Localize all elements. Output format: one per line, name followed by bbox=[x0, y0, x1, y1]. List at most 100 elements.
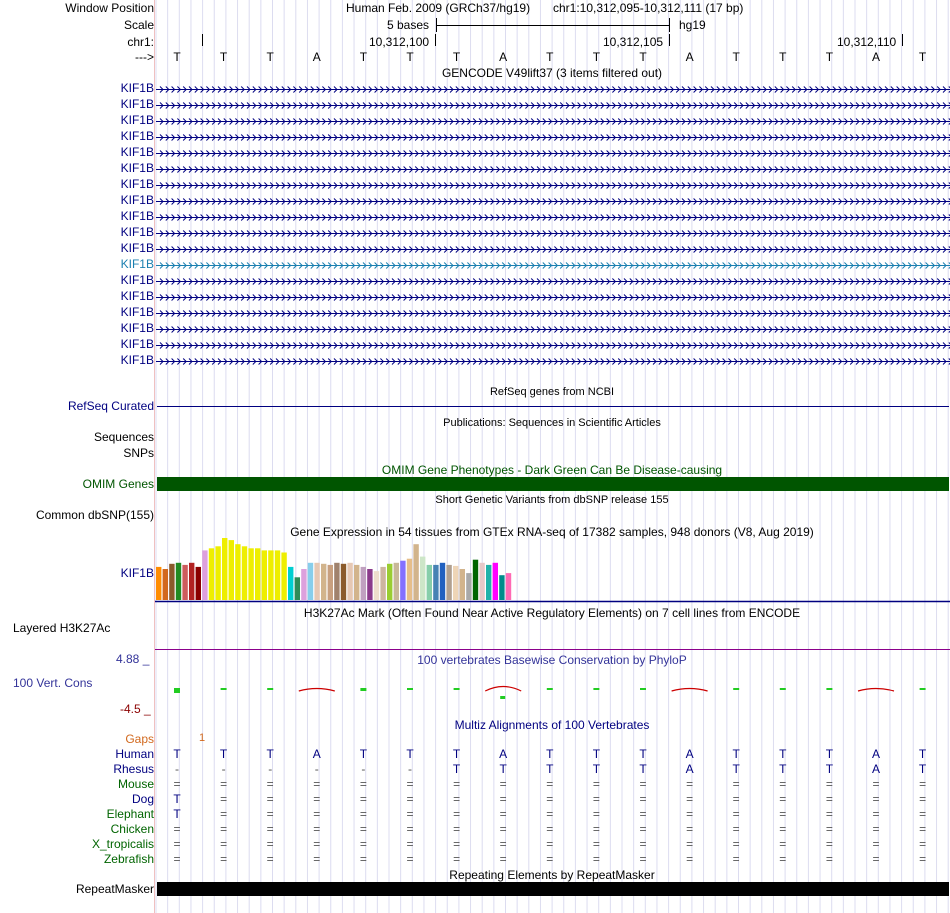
gtex-tissue-bar[interactable] bbox=[459, 569, 465, 600]
gtex-tissue-bar[interactable] bbox=[281, 552, 287, 601]
gencode-transcript-line[interactable] bbox=[156, 149, 950, 158]
gencode-transcript-line[interactable] bbox=[156, 133, 950, 142]
refseq-line[interactable] bbox=[157, 406, 949, 407]
gtex-tissue-bar[interactable] bbox=[156, 566, 162, 600]
gtex-tissue-bar[interactable] bbox=[486, 564, 492, 600]
multiz-species-label[interactable]: X_tropicalis bbox=[91, 837, 154, 851]
gencode-title[interactable]: GENCODE V49lift37 (3 items filtered out) bbox=[441, 66, 663, 80]
gencode-transcript-line[interactable] bbox=[156, 277, 950, 286]
omim-gene-bar[interactable] bbox=[157, 477, 949, 491]
gencode-gene-label[interactable]: KIF1B bbox=[120, 129, 154, 143]
gtex-tissue-bar[interactable] bbox=[248, 548, 254, 600]
gtex-tissue-bar[interactable] bbox=[182, 564, 188, 600]
gencode-transcript-line[interactable] bbox=[156, 261, 950, 270]
gtex-tissue-bar[interactable] bbox=[307, 562, 314, 600]
gencode-gene-label[interactable]: KIF1B bbox=[120, 321, 154, 335]
gtex-tissue-bar[interactable] bbox=[472, 559, 479, 600]
gtex-tissue-bar[interactable] bbox=[420, 556, 426, 600]
multiz-species-label[interactable]: Dog bbox=[131, 792, 154, 806]
gtex-tissue-bar[interactable] bbox=[274, 550, 281, 600]
gencode-transcript-line[interactable] bbox=[156, 229, 950, 238]
gtex-title[interactable]: Gene Expression in 54 tissues from GTEx … bbox=[290, 525, 814, 539]
pubs-sequences-label[interactable]: Sequences bbox=[93, 430, 154, 444]
gencode-transcript-line[interactable] bbox=[156, 341, 950, 350]
gencode-transcript-line[interactable] bbox=[156, 101, 950, 110]
refseq-label[interactable]: RefSeq Curated bbox=[67, 399, 154, 413]
gencode-gene-label[interactable]: KIF1B bbox=[120, 257, 154, 271]
gtex-tissue-bar[interactable] bbox=[208, 548, 215, 600]
gencode-transcript-line[interactable] bbox=[156, 245, 950, 254]
gtex-tissue-bar[interactable] bbox=[301, 569, 307, 600]
gtex-tissue-bar[interactable] bbox=[340, 563, 347, 600]
gencode-gene-label[interactable]: KIF1B bbox=[120, 289, 154, 303]
gtex-tissue-bar[interactable] bbox=[360, 566, 366, 600]
multiz-species-label[interactable]: Chicken bbox=[110, 822, 154, 836]
gtex-tissue-bar[interactable] bbox=[446, 564, 452, 600]
multiz-species-label[interactable]: Mouse bbox=[117, 777, 154, 791]
gencode-transcript-line[interactable] bbox=[156, 309, 950, 318]
gtex-tissue-bar[interactable] bbox=[314, 562, 320, 600]
gtex-tissue-bar[interactable] bbox=[439, 562, 446, 600]
gtex-tissue-bar[interactable] bbox=[492, 562, 498, 600]
gencode-transcript-line[interactable] bbox=[156, 213, 950, 222]
pubs-snps-label[interactable]: SNPs bbox=[123, 446, 154, 460]
gencode-transcript-line[interactable] bbox=[156, 181, 950, 190]
gaps-label[interactable]: Gaps bbox=[125, 732, 154, 746]
multiz-species-label[interactable]: Elephant bbox=[106, 807, 154, 821]
multiz-species-label[interactable]: Rhesus bbox=[113, 762, 154, 776]
h3k27ac-title[interactable]: H3K27Ac Mark (Often Found Near Active Re… bbox=[303, 606, 801, 620]
repeatmasker-label[interactable]: RepeatMasker bbox=[75, 882, 154, 896]
gencode-gene-label[interactable]: KIF1B bbox=[120, 305, 154, 319]
gencode-transcript-line[interactable] bbox=[156, 85, 950, 94]
gtex-tissue-bar[interactable] bbox=[241, 546, 248, 600]
dbsnp-label[interactable]: Common dbSNP(155) bbox=[35, 508, 154, 522]
gtex-tissue-bar[interactable] bbox=[466, 573, 472, 600]
gencode-transcript-line[interactable] bbox=[156, 325, 950, 334]
gtex-tissue-bar[interactable] bbox=[406, 558, 413, 600]
multiz-species-label[interactable]: Human bbox=[115, 747, 154, 761]
gtex-tissue-bar[interactable] bbox=[255, 548, 261, 600]
repeatmasker-bar[interactable] bbox=[157, 882, 949, 896]
gtex-tissue-bar[interactable] bbox=[400, 560, 406, 600]
omim-title[interactable]: OMIM Gene Phenotypes - Dark Green Can Be… bbox=[381, 463, 723, 477]
gtex-tissue-bar[interactable] bbox=[268, 550, 274, 600]
omim-label[interactable]: OMIM Genes bbox=[82, 477, 154, 491]
gencode-gene-label[interactable]: KIF1B bbox=[120, 97, 154, 111]
gencode-gene-label[interactable]: KIF1B bbox=[120, 353, 154, 367]
gencode-transcript-line[interactable] bbox=[156, 165, 950, 174]
gtex-tissue-bar[interactable] bbox=[235, 544, 241, 600]
gencode-transcript-line[interactable] bbox=[156, 197, 950, 206]
gencode-transcript-line[interactable] bbox=[156, 117, 950, 126]
gtex-tissue-bar[interactable] bbox=[367, 569, 373, 600]
gtex-tissue-bar[interactable] bbox=[228, 540, 234, 600]
gtex-tissue-bar[interactable] bbox=[261, 550, 267, 600]
gencode-gene-label[interactable]: KIF1B bbox=[120, 161, 154, 175]
gtex-tissue-bar[interactable] bbox=[175, 562, 182, 600]
gencode-gene-label[interactable]: KIF1B bbox=[120, 273, 154, 287]
repeatmasker-title[interactable]: Repeating Elements by RepeatMasker bbox=[449, 868, 655, 882]
gtex-tissue-bar[interactable] bbox=[169, 563, 175, 600]
gtex-tissue-bar[interactable] bbox=[373, 571, 380, 600]
gtex-tissue-bar[interactable] bbox=[334, 562, 340, 600]
gtex-tissue-bar[interactable] bbox=[321, 563, 327, 600]
gtex-tissue-bar[interactable] bbox=[327, 564, 333, 600]
gencode-gene-label[interactable]: KIF1B bbox=[120, 113, 154, 127]
gencode-gene-label[interactable]: KIF1B bbox=[120, 81, 154, 95]
gtex-tissue-bar[interactable] bbox=[195, 566, 201, 600]
gtex-tissue-bar[interactable] bbox=[413, 544, 419, 600]
gtex-tissue-bar[interactable] bbox=[222, 538, 228, 600]
gtex-tissue-bar[interactable] bbox=[453, 565, 459, 600]
refseq-title[interactable]: RefSeq genes from NCBI bbox=[489, 386, 615, 398]
gtex-tissue-bar[interactable] bbox=[505, 573, 512, 600]
gtex-tissue-bar[interactable] bbox=[162, 569, 168, 600]
gtex-tissue-bar[interactable] bbox=[202, 550, 208, 600]
gencode-transcript-line[interactable] bbox=[156, 293, 950, 302]
gtex-tissue-bar[interactable] bbox=[189, 562, 195, 600]
gencode-gene-label[interactable]: KIF1B bbox=[120, 193, 154, 207]
gencode-transcript-line[interactable] bbox=[156, 357, 950, 366]
gtex-tissue-bar[interactable] bbox=[294, 577, 300, 600]
gtex-tissue-bar[interactable] bbox=[347, 562, 353, 600]
gencode-gene-label[interactable]: KIF1B bbox=[120, 177, 154, 191]
gtex-tissue-bar[interactable] bbox=[426, 564, 432, 600]
gtex-tissue-bar[interactable] bbox=[354, 564, 360, 600]
